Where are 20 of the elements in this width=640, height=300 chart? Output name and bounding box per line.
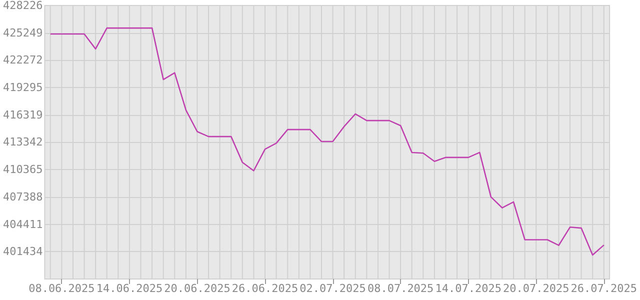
x-tick-label: 26.06.2025: [232, 282, 298, 295]
y-tick-label: 413342: [2, 136, 43, 149]
x-tick-label: 08.06.2025: [28, 282, 95, 295]
x-tick-label: 02.07.2025: [300, 282, 366, 295]
x-tick-label: 14.06.2025: [96, 282, 163, 295]
x-tick-label: 26.07.2025: [570, 282, 638, 295]
y-tick-label: 404411: [2, 218, 43, 231]
x-tick-label: 20.06.2025: [164, 282, 230, 295]
y-tick-label: 401434: [2, 245, 44, 258]
y-tick-label: 419295: [2, 81, 43, 94]
x-tick-label: 14.07.2025: [435, 282, 502, 295]
x-tick-label: 20.07.2025: [503, 282, 570, 295]
y-tick-label: 422272: [2, 54, 43, 67]
y-tick-label: 425249: [2, 26, 43, 40]
y-tick-label: 428226: [2, 0, 43, 12]
y-tick-label: 410365: [2, 163, 43, 176]
y-tick-label: 416319: [2, 108, 43, 122]
x-tick-label: 08.07.2025: [367, 282, 434, 295]
line-series: [50, 27, 605, 256]
y-tick-label: 407388: [2, 190, 43, 204]
